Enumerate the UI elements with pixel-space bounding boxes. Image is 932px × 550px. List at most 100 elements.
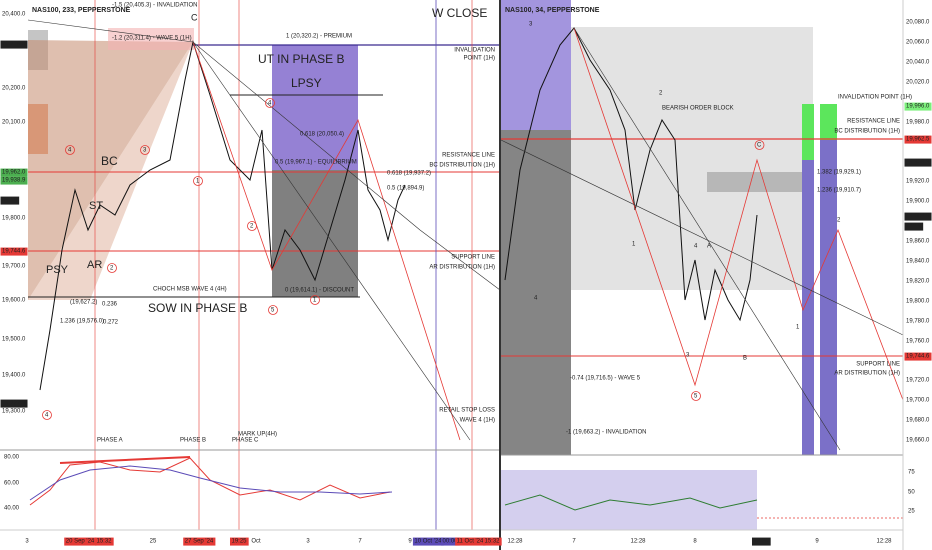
- wave-marker: [268, 305, 278, 315]
- price-label: 19,744.6: [2, 249, 26, 255]
- annotation: -0.74 (19,716.5) - WAVE 5: [570, 376, 641, 382]
- target-box: [707, 172, 803, 192]
- time-zone: [820, 140, 837, 455]
- annotation: C: [191, 12, 198, 22]
- wave-label: B: [743, 356, 747, 362]
- chart-title: NAS100, 233, PEPPERSTONE: [32, 7, 131, 14]
- annotation: PHASE C: [232, 438, 259, 444]
- price-label: 19,900.0: [906, 199, 930, 205]
- time-label-bg: [482, 537, 502, 546]
- price-label: 19,962.5: [906, 137, 930, 143]
- annotation: 0.618 (19,937.2): [387, 171, 431, 177]
- annotation: 0.272: [103, 320, 119, 326]
- wave-label: 4: [45, 413, 49, 419]
- wave-label: 1: [632, 242, 636, 248]
- price-label-bg: [904, 212, 932, 221]
- annotation: UT IN PHASE B: [258, 52, 344, 66]
- invalidation-box: [802, 104, 814, 160]
- price-label-bg: [904, 158, 932, 167]
- annotation: 0.618 (20,050.4): [300, 132, 344, 138]
- time-label: 20 Sep '24: [66, 539, 95, 545]
- annotation: PHASE B: [180, 438, 206, 444]
- fan-area: [28, 40, 193, 300]
- annotation: RETAIL STOP LOSS: [439, 408, 495, 414]
- time-label: 19:25: [231, 539, 247, 545]
- annotation: ST: [89, 200, 103, 212]
- price-label: 19,322.9: [2, 401, 26, 407]
- price-label-bg: [0, 399, 28, 408]
- volume-area: [501, 470, 757, 530]
- time-label: 9: [815, 539, 819, 545]
- price-label-bg: [0, 176, 28, 185]
- trend-line: [573, 27, 841, 451]
- oscillator: [29, 457, 391, 506]
- price-label: 19,700.0: [2, 264, 26, 270]
- discount-zone: [272, 170, 358, 297]
- wave-marker: [247, 221, 257, 231]
- time-label: 27 Sep '24: [185, 539, 214, 545]
- annotation: RESISTANCE LINE: [847, 119, 900, 125]
- annotation: BEARISH ORDER BLOCK: [662, 106, 734, 112]
- wave-marker: [193, 176, 203, 186]
- wave-label: 5: [694, 394, 698, 400]
- price-label: 19,660.0: [906, 438, 930, 444]
- wave-label: 1: [313, 298, 317, 304]
- annotation: CHOCH MSB WAVE 4 (4H): [153, 287, 227, 293]
- annotation: BC DISTRIBUTION (1H): [429, 163, 495, 169]
- divergence-line: [59, 456, 191, 464]
- annotation: INVALIDATION POINT (1H): [838, 95, 912, 101]
- price-label: 19,680.0: [906, 418, 930, 424]
- time-label: 15:32: [484, 539, 500, 545]
- discount-zone: [501, 130, 571, 455]
- time-label: 15:32: [96, 539, 112, 545]
- wave-label: 2: [250, 224, 254, 230]
- price-label: 19,744.6: [906, 354, 930, 360]
- annotation: BC: [101, 154, 118, 168]
- time-label: 10 Oct '24: [414, 539, 442, 545]
- price-label-bg: [0, 196, 20, 205]
- projection: [192, 41, 461, 441]
- wave-label: 4: [534, 296, 538, 302]
- price-label: 19,938.9: [906, 160, 930, 166]
- time-label: 12:28: [630, 539, 646, 545]
- price-label: 20,020.0: [906, 80, 930, 86]
- annotation: PSY: [46, 264, 69, 276]
- wave-label: A: [707, 244, 711, 250]
- time-label-bg: [412, 537, 444, 546]
- price-path: [39, 40, 406, 391]
- projection: [573, 27, 904, 401]
- wave-label: 3: [686, 353, 690, 359]
- time-label: 7: [572, 539, 576, 545]
- wave-marker: [107, 263, 117, 273]
- trend-line: [27, 19, 501, 291]
- time-label: 3: [306, 539, 310, 545]
- time-zone: [802, 160, 814, 455]
- annotation: -1.2 (20,311.4) - WAVE 5 (1H): [112, 36, 192, 42]
- annotation: 0 (19,614.1) - DISCOUNT: [285, 288, 354, 294]
- annotation: MARK UP(4H): [238, 432, 277, 438]
- annotation: SOW IN PHASE B: [148, 301, 247, 315]
- wave-label: 3: [529, 22, 533, 28]
- time-label-bg: [64, 537, 97, 546]
- oscillator-signal: [29, 465, 393, 501]
- wave-label: 3: [143, 148, 147, 154]
- price-label-bg: [904, 135, 932, 144]
- invalidation-box: [820, 104, 837, 140]
- price-label-bg: [0, 168, 28, 177]
- annotation: WAVE 4 (1H): [460, 418, 495, 424]
- time-label: 12:28: [876, 539, 892, 545]
- annotation: 1 (20,320.2) - PREMIUM: [286, 34, 352, 40]
- oscillator-label: 40.00: [4, 506, 20, 512]
- price-label: 19,780.0: [906, 319, 930, 325]
- time-label: Oct: [251, 539, 261, 545]
- price-label: 20,400.0: [2, 12, 26, 18]
- price-label: 19,400.0: [2, 373, 26, 379]
- annotation: W CLOSE: [432, 6, 487, 20]
- price-label: 19,920.0: [906, 179, 930, 185]
- annotation: LPSY: [291, 76, 322, 90]
- annotation: PHASE A: [97, 438, 123, 444]
- wave-marker: [265, 98, 275, 108]
- price-label: 19,600.0: [2, 298, 26, 304]
- premium-zone: [501, 0, 571, 130]
- time-label: 12:28: [507, 539, 523, 545]
